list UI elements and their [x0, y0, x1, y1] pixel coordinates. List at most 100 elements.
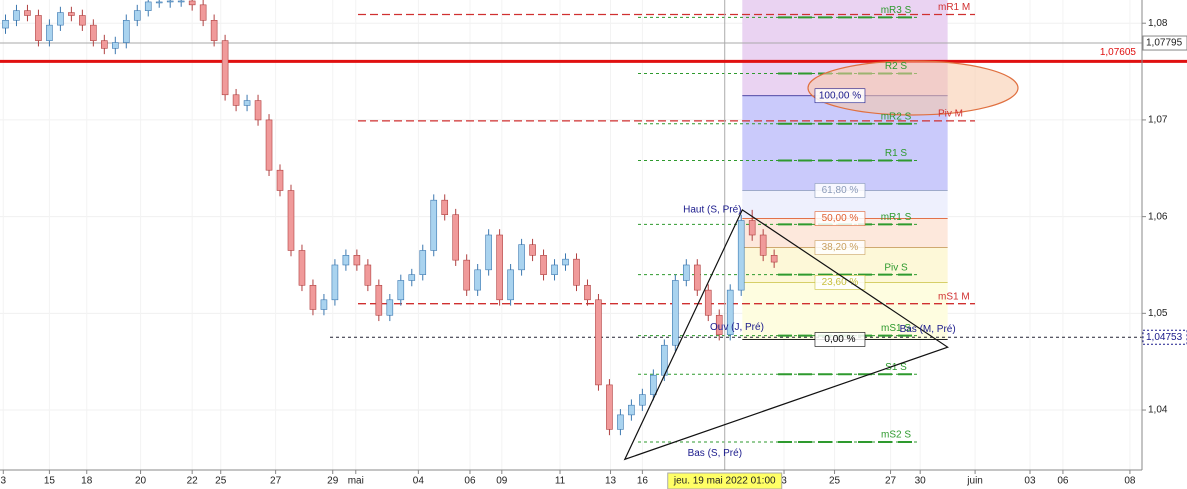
- price-label: 1,07795: [1146, 38, 1183, 49]
- y-tick-label: 1,07: [1148, 115, 1168, 126]
- candle-body: [375, 284, 383, 316]
- candle-body: [617, 414, 624, 430]
- pivot-label: S1 S: [885, 362, 907, 373]
- candle-body: [298, 250, 306, 286]
- pattern-label: Haut (S, Pré): [683, 204, 741, 215]
- price-label: 1,04753: [1146, 332, 1183, 343]
- red-level-label: 1,07605: [1100, 47, 1137, 58]
- candle-body: [79, 15, 86, 26]
- pivot-label: mR2 S: [881, 111, 912, 122]
- candle-body: [24, 10, 31, 16]
- pivot-label: Piv M: [938, 109, 963, 120]
- candle-body: [46, 24, 53, 41]
- candle-body: [474, 269, 481, 291]
- x-tick-label: juin: [966, 476, 983, 487]
- candle-body: [639, 394, 646, 406]
- candle-body: [177, 0, 185, 3]
- candle-body: [155, 1, 163, 4]
- x-tick-label: 20: [135, 476, 147, 487]
- candle-body: [518, 244, 525, 271]
- price-label-box: [1142, 329, 1187, 345]
- pattern-label: Bas (S, Pré): [688, 448, 742, 459]
- candle-body: [682, 264, 690, 281]
- candle-body: [57, 12, 64, 26]
- candle-body: [704, 289, 712, 316]
- candle-body: [265, 119, 273, 171]
- candle-body: [463, 259, 470, 291]
- fib-label-box: [814, 211, 866, 226]
- pivot-label: mS2 S: [881, 430, 911, 441]
- candle-body: [210, 20, 218, 41]
- candle-body: [232, 94, 240, 106]
- fib-label-box: [814, 240, 866, 255]
- fib-label-box: [814, 183, 866, 198]
- candle-body: [485, 234, 492, 271]
- pivot-label: R1 S: [885, 148, 908, 159]
- candle-body: [551, 264, 558, 275]
- fib-label: 38,20 %: [822, 242, 859, 253]
- candle-body: [144, 1, 152, 11]
- y-tick-label: 1,05: [1148, 308, 1168, 319]
- candle-body: [628, 404, 635, 416]
- candle-body: [737, 220, 745, 291]
- candle-body: [386, 299, 394, 316]
- candle-body: [133, 10, 141, 21]
- candle-body: [726, 289, 734, 335]
- x-tick-label: 27: [885, 476, 897, 487]
- candle-body: [254, 100, 262, 121]
- pattern-label: Bas (M, Pré): [900, 324, 956, 335]
- pivot-label: mR1 S: [881, 212, 912, 223]
- candle-body: [408, 274, 416, 281]
- open-level-label: Ouv (J, Pré): [710, 322, 764, 333]
- candle-body: [13, 10, 20, 21]
- date-label-box: [667, 472, 783, 489]
- fib-label: 61,80 %: [822, 185, 859, 196]
- candle-body: [2, 20, 9, 29]
- candle-body: [693, 264, 701, 291]
- candle-body: [35, 15, 42, 41]
- x-tick-label: 06: [464, 476, 476, 487]
- x-tick-label: 30: [915, 476, 927, 487]
- price-label-box: [1142, 35, 1187, 51]
- x-tick-label: mai: [348, 476, 364, 487]
- candle-body: [166, 0, 174, 3]
- x-tick-label: 22: [187, 476, 199, 487]
- pivot-label: mR1 M: [938, 2, 970, 13]
- candle-body: [101, 40, 108, 49]
- x-tick-label: 29: [327, 476, 339, 487]
- y-tick-label: 1,04: [1148, 405, 1168, 416]
- x-tick-label: 16: [637, 476, 649, 487]
- fib-label: 50,00 %: [822, 213, 859, 224]
- candle-body: [496, 234, 503, 301]
- main-layer: [0, 0, 1187, 470]
- x-tick-label: 18: [81, 476, 93, 487]
- pivot-label: mR3 S: [881, 5, 912, 16]
- candle-body: [276, 169, 284, 191]
- candle-body: [595, 299, 602, 386]
- x-tick-label: 3: [781, 476, 787, 487]
- x-tick-label: 13: [605, 476, 617, 487]
- candle-body: [672, 280, 679, 346]
- pivot-label: R2 S: [885, 61, 908, 72]
- x-tick-label: 27: [270, 476, 282, 487]
- candle-body: [715, 314, 723, 335]
- candle-body: [430, 199, 438, 251]
- candle-body: [507, 269, 514, 301]
- fib-label-box: [814, 332, 866, 347]
- y-tick-label: 1,06: [1148, 211, 1168, 222]
- candle-body: [748, 220, 756, 236]
- x-tick-label: 15: [44, 476, 56, 487]
- candle-body: [188, 0, 196, 6]
- fib-band: [742, 282, 948, 340]
- candle-body: [364, 264, 372, 286]
- candle-body: [650, 374, 657, 395]
- candle-body: [584, 284, 591, 301]
- pattern-triangle: [623, 208, 949, 461]
- candle-body: [540, 255, 547, 275]
- fib-label-box: [814, 88, 866, 104]
- candle-body: [331, 264, 339, 301]
- candle-body: [529, 244, 536, 256]
- candle-body: [68, 12, 75, 16]
